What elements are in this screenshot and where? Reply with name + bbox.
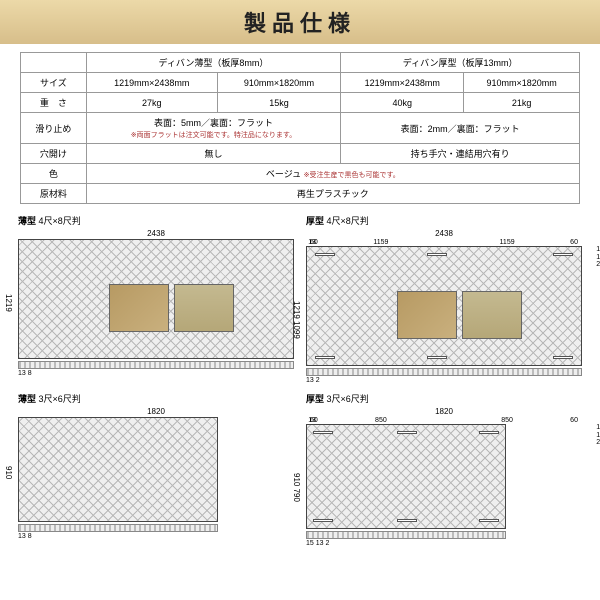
slot: [315, 356, 335, 359]
dim-height: 910: [4, 466, 13, 479]
slot: [427, 356, 447, 359]
dim-width: 1820: [306, 407, 582, 417]
dim-height: 1219: [4, 294, 13, 312]
slot: [553, 356, 573, 359]
row-label: 滑り止め: [21, 113, 87, 144]
panel: [306, 246, 582, 366]
dim-width: 2438: [306, 229, 582, 239]
dim-segments: 6085085060: [306, 417, 582, 424]
diagram-thin-36: 薄型 3尺×6尺判 1820 910 1358 13 8: [18, 392, 294, 547]
col-thick: ディバン厚型（板厚13mm）: [341, 53, 580, 73]
texture-inset: [462, 291, 522, 339]
note: ※両面フラットは注文可能です。特注品になります。: [131, 132, 296, 139]
dim-bottom: 13 2: [306, 377, 582, 384]
slot: [397, 431, 417, 434]
cell: 1219mm×2438mm: [86, 73, 217, 93]
slot: [479, 431, 499, 434]
row-label: 原材料: [21, 184, 87, 204]
texture-inset: [174, 284, 234, 332]
dim-height: 910 790: [292, 473, 301, 502]
cell: 持ち手穴・連結用穴有り: [341, 144, 580, 164]
panel: [18, 239, 294, 359]
dim-right: 15132: [596, 246, 600, 269]
slot: [315, 253, 335, 256]
slot: [553, 253, 573, 256]
cell: 無し: [86, 144, 341, 164]
diagram-thin-48: 薄型 4尺×8尺判 2438 1219 138 13 8: [18, 214, 294, 384]
texture-inset: [109, 284, 169, 332]
row-weight: 重 さ 27kg 15kg 40kg 21kg: [21, 93, 580, 113]
cell: 表面：2mm／裏面：フラット: [341, 113, 580, 144]
slot: [313, 431, 333, 434]
dim-right: 15132: [596, 424, 600, 447]
dim-bottom: 13 8: [18, 533, 294, 540]
cell: ベージュ ※受注生産で黒色も可能です。: [86, 164, 579, 184]
page-title: 製品仕様: [0, 0, 600, 44]
row-label: 色: [21, 164, 87, 184]
dim-segments: 601159115960: [306, 239, 582, 246]
edge-strip: [306, 531, 506, 539]
panel: [18, 417, 218, 522]
slot: [479, 519, 499, 522]
row-color: 色 ベージュ ※受注生産で黒色も可能です。: [21, 164, 580, 184]
edge-strip: [18, 524, 218, 532]
row-material: 原材料 再生プラスチック: [21, 184, 580, 204]
texture-inset: [397, 291, 457, 339]
row-label: 重 さ: [21, 93, 87, 113]
spec-corner: [21, 53, 87, 73]
row-label: 穴開け: [21, 144, 87, 164]
col-thin: ディバン薄型（板厚8mm）: [86, 53, 341, 73]
dim-height: 1219 1099: [292, 301, 301, 339]
cell: 21kg: [464, 93, 580, 113]
diagram-thick-48: 厚型 4尺×8尺判 2438 601159115960 1219 1099 15…: [306, 214, 582, 384]
row-label: サイズ: [21, 73, 87, 93]
cell: 表面：5mm／裏面：フラット ※両面フラットは注文可能です。特注品になります。: [86, 113, 341, 144]
dim-bottom: 13 8: [18, 370, 294, 377]
row-slip: 滑り止め 表面：5mm／裏面：フラット ※両面フラットは注文可能です。特注品にな…: [21, 113, 580, 144]
cell: 27kg: [86, 93, 217, 113]
note: ※受注生産で黒色も可能です。: [304, 172, 400, 179]
row-size: サイズ 1219mm×2438mm 910mm×1820mm 1219mm×24…: [21, 73, 580, 93]
panel: [306, 424, 506, 529]
diagram-thick-36: 厚型 3尺×6尺判 1820 6085085060 910 790 15132 …: [306, 392, 582, 547]
slot: [427, 253, 447, 256]
row-hole: 穴開け 無し 持ち手穴・連結用穴有り: [21, 144, 580, 164]
dim-width: 1820: [18, 407, 294, 417]
slot: [397, 519, 417, 522]
dim-bottom: 15 13 2: [306, 540, 582, 547]
spec-table: ディバン薄型（板厚8mm） ディバン厚型（板厚13mm） サイズ 1219mm×…: [20, 52, 580, 204]
cell: 910mm×1820mm: [217, 73, 340, 93]
slot: [313, 519, 333, 522]
edge-strip: [306, 368, 582, 376]
diagrams-grid: 薄型 4尺×8尺判 2438 1219 138 13 8 厚型 4尺×8尺判 2…: [0, 204, 600, 557]
cell: 15kg: [217, 93, 340, 113]
dim-width: 2438: [18, 229, 294, 239]
edge-strip: [18, 361, 294, 369]
cell: 910mm×1820mm: [464, 73, 580, 93]
cell: 1219mm×2438mm: [341, 73, 464, 93]
cell: 40kg: [341, 93, 464, 113]
cell: 再生プラスチック: [86, 184, 579, 204]
